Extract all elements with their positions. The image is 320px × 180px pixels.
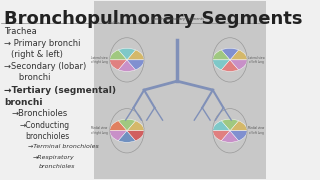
Wedge shape [213,60,230,70]
Wedge shape [127,60,144,70]
Wedge shape [221,119,238,131]
Wedge shape [230,50,247,60]
Wedge shape [110,131,127,141]
Text: →Terminal bronchioles: →Terminal bronchioles [28,144,99,149]
Text: bronchioles: bronchioles [25,132,69,141]
Wedge shape [213,121,230,131]
Wedge shape [213,50,230,60]
Wedge shape [110,121,127,131]
Text: Lateral view
of right lung: Lateral view of right lung [91,56,108,64]
Wedge shape [118,48,135,60]
Wedge shape [127,50,144,60]
Text: →Bronchioles: →Bronchioles [12,109,68,118]
Text: bronchi: bronchi [11,73,50,82]
Wedge shape [221,131,238,142]
Text: Bronchopulmonary Segments: Bronchopulmonary Segments [151,17,204,21]
Wedge shape [221,60,238,71]
Wedge shape [127,121,144,131]
Text: → Primary bronchi: → Primary bronchi [4,39,81,48]
Text: →Tertiary (segmental): →Tertiary (segmental) [4,86,116,94]
Wedge shape [221,48,238,60]
Wedge shape [110,60,127,70]
Wedge shape [118,119,135,131]
Wedge shape [118,131,135,142]
Wedge shape [230,121,247,131]
FancyBboxPatch shape [94,1,266,179]
Text: (right & left): (right & left) [11,50,62,59]
Text: →Conducting: →Conducting [20,121,70,130]
Wedge shape [110,50,127,60]
Text: Medial view
of left lung: Medial view of left lung [248,127,265,135]
Wedge shape [230,131,247,141]
Wedge shape [230,60,247,70]
Text: Lateral view
of left lung: Lateral view of left lung [248,56,265,64]
Text: Medial view
of right lung: Medial view of right lung [91,127,108,135]
Wedge shape [213,131,230,141]
Text: Trachea: Trachea [4,27,37,36]
Text: Bronchopulmonary Segments: Bronchopulmonary Segments [4,10,302,28]
Text: →Respiratory: →Respiratory [33,155,75,160]
Text: →Secondary (lobar): →Secondary (lobar) [4,62,86,71]
Text: bronchi: bronchi [4,98,43,107]
Text: Trachea: Trachea [106,21,119,25]
Wedge shape [118,60,135,71]
Wedge shape [127,131,144,141]
Text: bronchioles: bronchioles [38,164,75,169]
